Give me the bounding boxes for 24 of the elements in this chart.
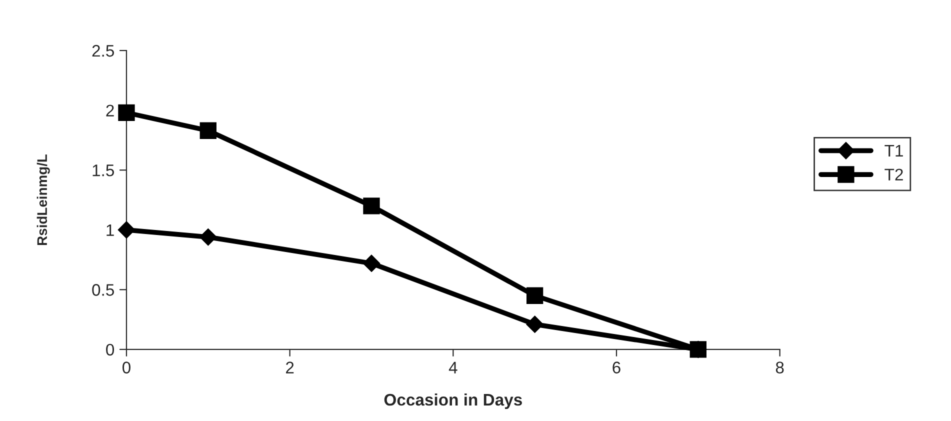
x-tick-label: 6 (612, 362, 620, 374)
point (362, 254, 380, 272)
x-axis-title: Occasion in Days (384, 393, 522, 409)
point (690, 341, 706, 358)
y-tick-label: 1 (106, 224, 114, 236)
point (118, 104, 135, 122)
x-tick-label: 8 (776, 362, 784, 374)
point (200, 122, 216, 139)
x-tick-label: 4 (448, 362, 458, 374)
y-tick-label: 1.5 (92, 164, 114, 176)
point (526, 287, 544, 304)
point (118, 221, 136, 238)
y-tick-label: 2 (106, 104, 114, 116)
point (363, 198, 380, 214)
y-tick-label: 2.5 (92, 44, 114, 57)
point (526, 316, 544, 333)
legend-label: T2 (884, 168, 903, 180)
y-tick-label: 0 (106, 344, 114, 356)
y-axis-title: RsidLeinmg/L (36, 154, 50, 245)
y-tick-label: 0.5 (92, 284, 114, 296)
x-tick-label: 0 (122, 362, 130, 374)
point (200, 228, 217, 246)
x-tick-label: 2 (286, 362, 294, 374)
legend-label: T1 (884, 145, 903, 156)
